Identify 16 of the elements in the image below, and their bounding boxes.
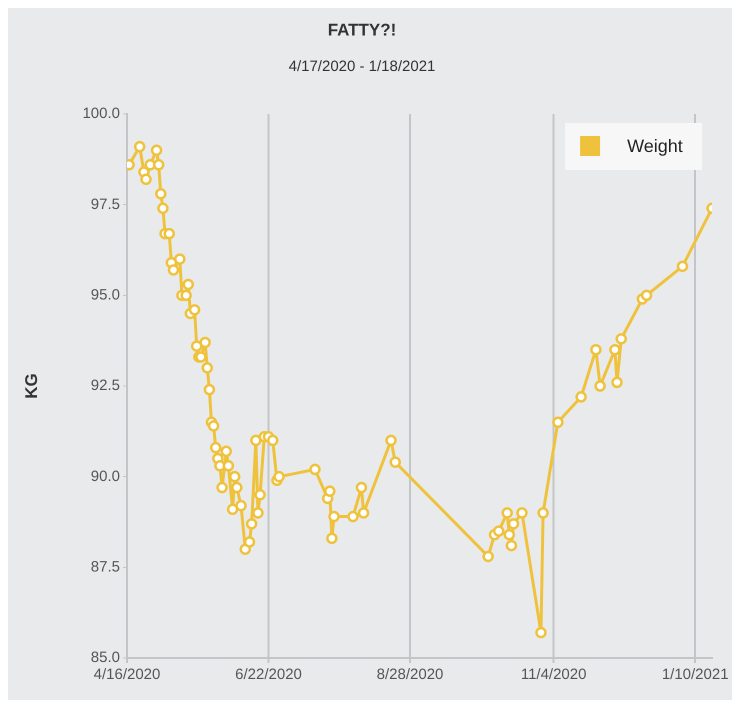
y-tick-label: 97.5	[90, 196, 120, 213]
y-tick-label: 85.0	[90, 649, 120, 666]
y-tick-label: 92.5	[90, 377, 120, 394]
y-tick-label: 95.0	[90, 286, 120, 304]
x-tick-label: 1/10/2021	[662, 666, 729, 684]
y-tick-label: 100.0	[82, 105, 120, 122]
x-tick-label: 6/22/2020	[235, 666, 302, 684]
y-axis-title: KG	[22, 373, 41, 399]
legend-label: Weight	[627, 136, 683, 156]
chart-subtitle: 4/17/2020 - 1/18/2021	[288, 58, 436, 76]
x-tick-label: 8/28/2020	[376, 666, 444, 684]
x-tick-label: 11/4/2020	[520, 666, 586, 684]
chart-title: FATTY?!	[328, 20, 396, 40]
x-tick-label: 4/16/2020	[94, 666, 160, 684]
y-tick-label: 90.0	[90, 468, 120, 485]
y-tick-label: 87.5	[90, 558, 120, 576]
